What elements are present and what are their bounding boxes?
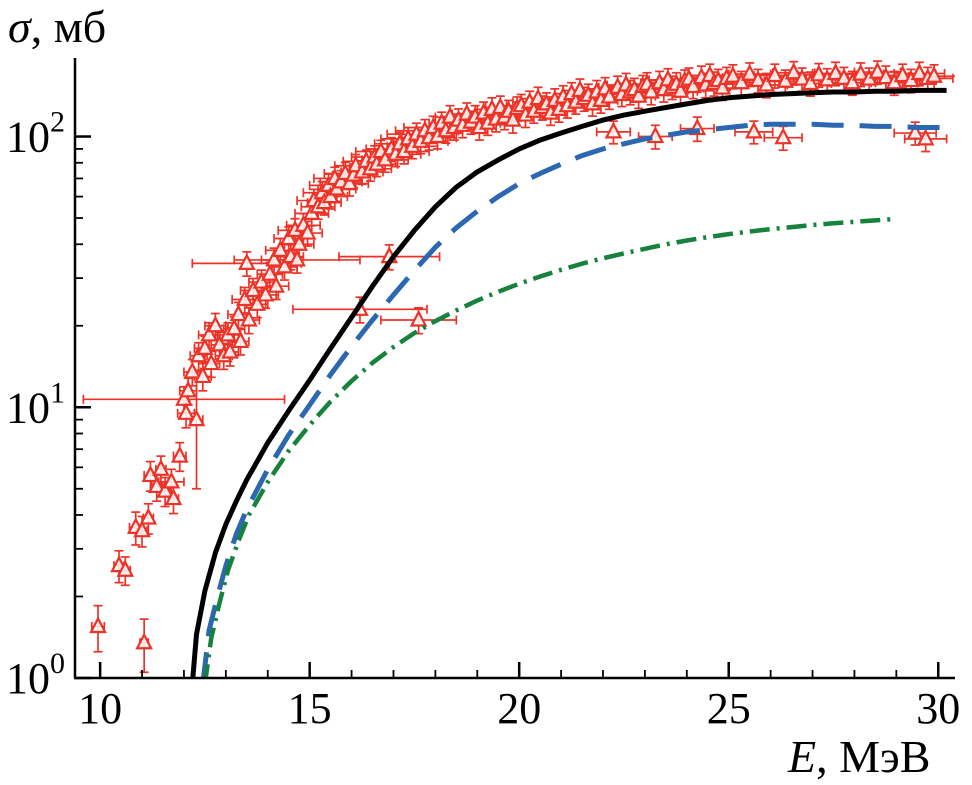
svg-text:10: 10 (78, 684, 122, 733)
svg-text:30: 30 (916, 684, 960, 733)
y-axis-title: σ, мб (8, 4, 106, 50)
svg-text:102: 102 (6, 106, 65, 162)
x-axis-title: E, МэВ (788, 734, 930, 780)
svg-text:101: 101 (6, 376, 65, 432)
svg-text:100: 100 (6, 647, 65, 703)
svg-text:25: 25 (707, 684, 751, 733)
y-axis-units: , мб (30, 1, 107, 52)
sigma-symbol: σ (8, 1, 31, 52)
x-axis-units: , МэВ (816, 731, 931, 782)
svg-text:15: 15 (288, 684, 332, 733)
energy-symbol: E (788, 731, 817, 782)
svg-text:20: 20 (497, 684, 541, 733)
